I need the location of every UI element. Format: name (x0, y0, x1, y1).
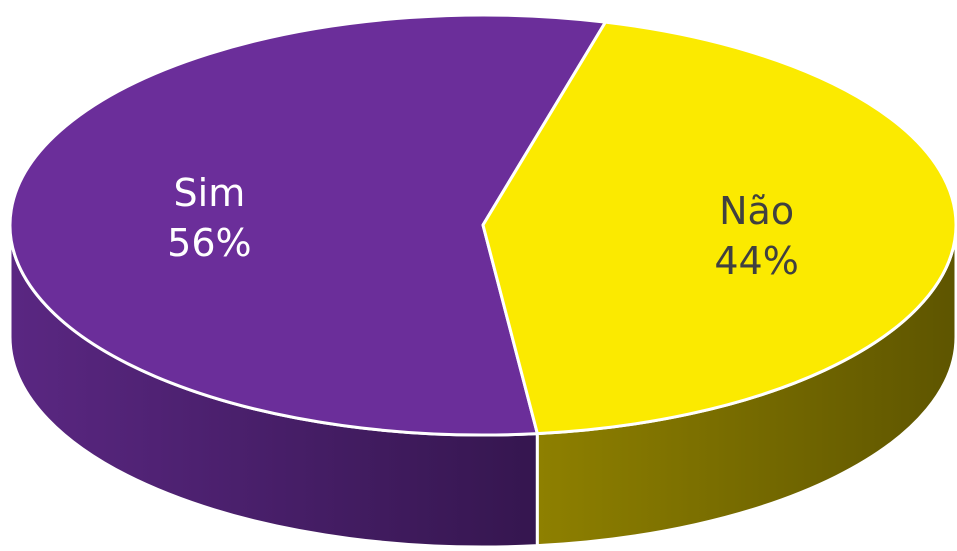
pie-tops (10, 15, 956, 435)
pie-label-value: 56% (167, 221, 251, 265)
pie-label-category: Não (719, 189, 794, 233)
pie-label-category: Sim (174, 171, 246, 215)
pie-label-value: 44% (714, 239, 798, 283)
